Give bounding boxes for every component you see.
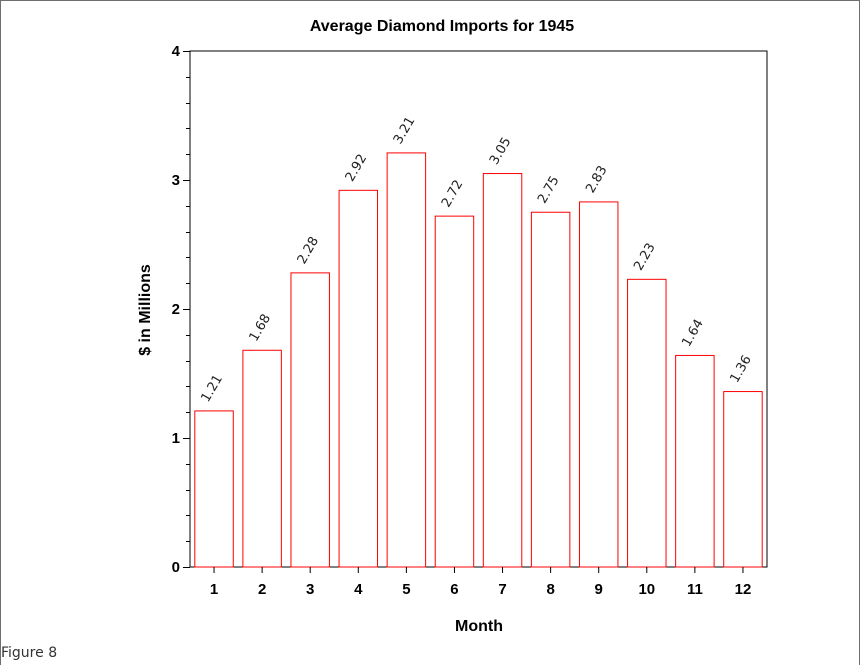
- bar: [675, 354, 715, 568]
- bar: [194, 410, 234, 568]
- x-tick-label: 2: [258, 581, 266, 598]
- data-label: 1.21: [199, 372, 226, 405]
- bar: [386, 152, 427, 568]
- x-tick-label: 8: [546, 581, 554, 598]
- x-tick-label: 3: [306, 581, 314, 598]
- chart-title: Average Diamond Imports for 1945: [310, 18, 574, 35]
- y-tick-label: 0: [172, 559, 180, 576]
- data-label: 2.28: [295, 234, 322, 267]
- data-label: 1.36: [727, 353, 754, 386]
- data-label: 2.72: [439, 178, 466, 211]
- data-label: 2.83: [583, 163, 610, 196]
- x-tick-label: 7: [498, 581, 506, 598]
- data-label: 2.23: [631, 241, 658, 274]
- x-tick-label: 6: [450, 581, 458, 598]
- data-label: 2.92: [343, 152, 370, 185]
- bar: [434, 215, 475, 568]
- x-tick-label: 10: [638, 581, 655, 598]
- bar: [290, 272, 330, 568]
- y-tick-label: 4: [172, 43, 181, 60]
- bar: [723, 391, 763, 568]
- plot-area: 0123411.2121.6832.2842.9253.2162.7273.05…: [172, 43, 768, 598]
- y-tick-label: 1: [172, 430, 180, 447]
- y-tick-label: 3: [172, 172, 180, 189]
- data-label: 1.64: [679, 317, 706, 350]
- x-tick-label: 9: [595, 581, 603, 598]
- x-axis-label: Month: [455, 618, 503, 635]
- x-tick-label: 12: [735, 581, 752, 598]
- x-tick-label: 4: [354, 581, 363, 598]
- data-label: 3.05: [487, 135, 514, 168]
- bar: [482, 173, 523, 568]
- y-axis-label: $ in Millions: [137, 264, 154, 356]
- data-label: 1.68: [247, 312, 274, 345]
- data-label: 2.75: [535, 174, 562, 207]
- x-tick-label: 5: [402, 581, 410, 598]
- data-label: 3.21: [391, 114, 418, 147]
- bar: [578, 201, 619, 568]
- figure-caption: Figure 8: [1, 645, 58, 661]
- bar: [627, 278, 667, 568]
- y-tick-label: 2: [172, 301, 180, 318]
- bar: [242, 349, 282, 568]
- bar: [530, 211, 571, 568]
- x-tick-label: 1: [210, 581, 218, 598]
- x-tick-label: 11: [687, 581, 703, 598]
- bar: [338, 189, 379, 568]
